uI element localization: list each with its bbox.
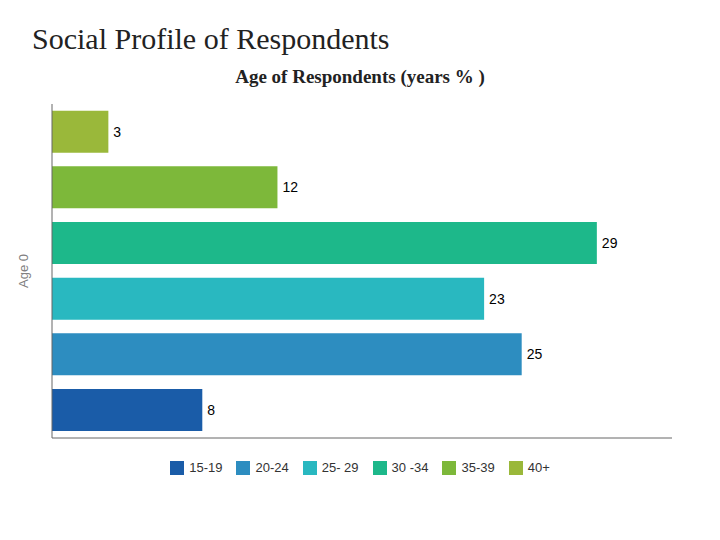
svg-text:Age 0: Age 0 <box>16 254 31 288</box>
html-text:15-19: 15-19 <box>189 460 223 475</box>
svg-text:25: 25 <box>527 346 543 362</box>
svg-text:29: 29 <box>602 235 618 251</box>
html-text:40+: 40+ <box>527 460 550 475</box>
html-text:30 -34: 30 -34 <box>391 460 429 475</box>
html-text:Social Profile of Respondents: Social Profile of Respondents <box>32 22 390 55</box>
html-text:Age of Respondents (years % ): Age of Respondents (years % ) <box>235 66 485 87</box>
svg-text:12: 12 <box>282 179 298 195</box>
svg-text:3: 3 <box>113 124 121 140</box>
svg-text:8: 8 <box>207 402 215 418</box>
html-text:25- 29: 25- 29 <box>321 460 359 475</box>
html-text:20-24: 20-24 <box>255 460 289 475</box>
html-text:35-39: 35-39 <box>461 460 495 475</box>
svg-text:23: 23 <box>489 291 505 307</box>
